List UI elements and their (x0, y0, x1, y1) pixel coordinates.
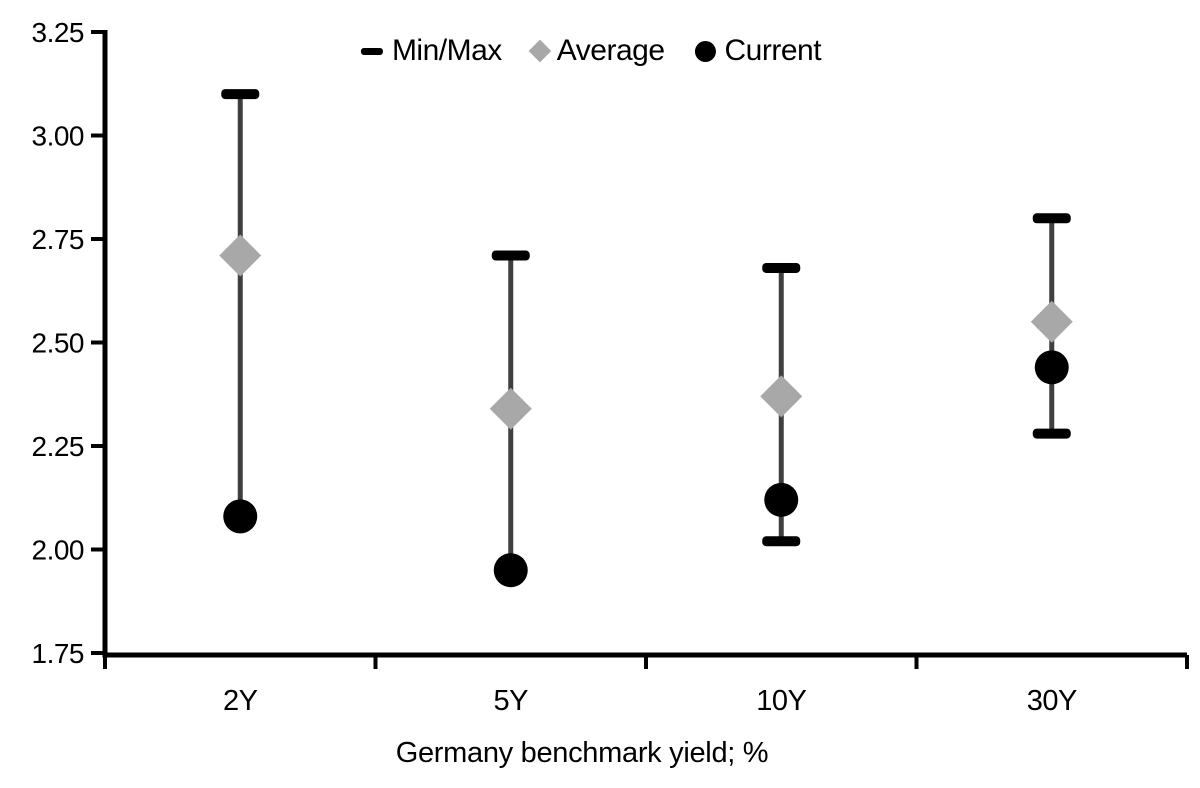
current-circle-icon (694, 40, 716, 62)
average-diamond-marker (760, 375, 803, 418)
max-cap (491, 250, 530, 261)
max-cap (221, 89, 260, 100)
average-diamond-marker (219, 234, 262, 277)
y-tick-label: 2.50 (32, 328, 85, 359)
average-diamond-marker (489, 387, 532, 430)
minmax-dash-icon (360, 47, 383, 55)
y-tick-label: 3.00 (32, 121, 85, 152)
average-diamond-marker (1030, 300, 1073, 343)
legend-item-minmax: Min/Max (360, 34, 502, 67)
x-tick-label: 2Y (223, 685, 258, 717)
legend: Min/Max Average Current (360, 34, 822, 67)
legend-label-current: Current (724, 34, 822, 67)
y-tick-label: 3.25 (32, 17, 85, 48)
y-tick-label: 2.75 (32, 224, 85, 255)
current-circle-marker (1034, 350, 1069, 385)
x-tick-label: 10Y (756, 685, 806, 717)
legend-item-average: Average (528, 34, 665, 67)
y-tick-label: 1.75 (32, 638, 85, 669)
legend-label-minmax: Min/Max (391, 34, 502, 67)
x-tick-label: 30Y (1027, 685, 1077, 717)
max-cap (1032, 213, 1071, 224)
max-cap (762, 262, 801, 273)
y-tick-label: 2.25 (32, 431, 85, 462)
current-circle-marker (764, 482, 799, 517)
current-circle-marker (493, 553, 528, 588)
legend-item-current: Current (694, 34, 822, 67)
x-axis-title: Germany benchmark yield; % (395, 737, 769, 769)
min-cap (762, 536, 801, 547)
legend-label-average: Average (556, 34, 665, 67)
current-circle-marker (223, 499, 258, 534)
average-diamond-icon (528, 39, 552, 63)
x-tick-label: 5Y (494, 685, 529, 717)
y-tick-label: 2.00 (32, 535, 85, 566)
min-cap (1032, 428, 1071, 439)
